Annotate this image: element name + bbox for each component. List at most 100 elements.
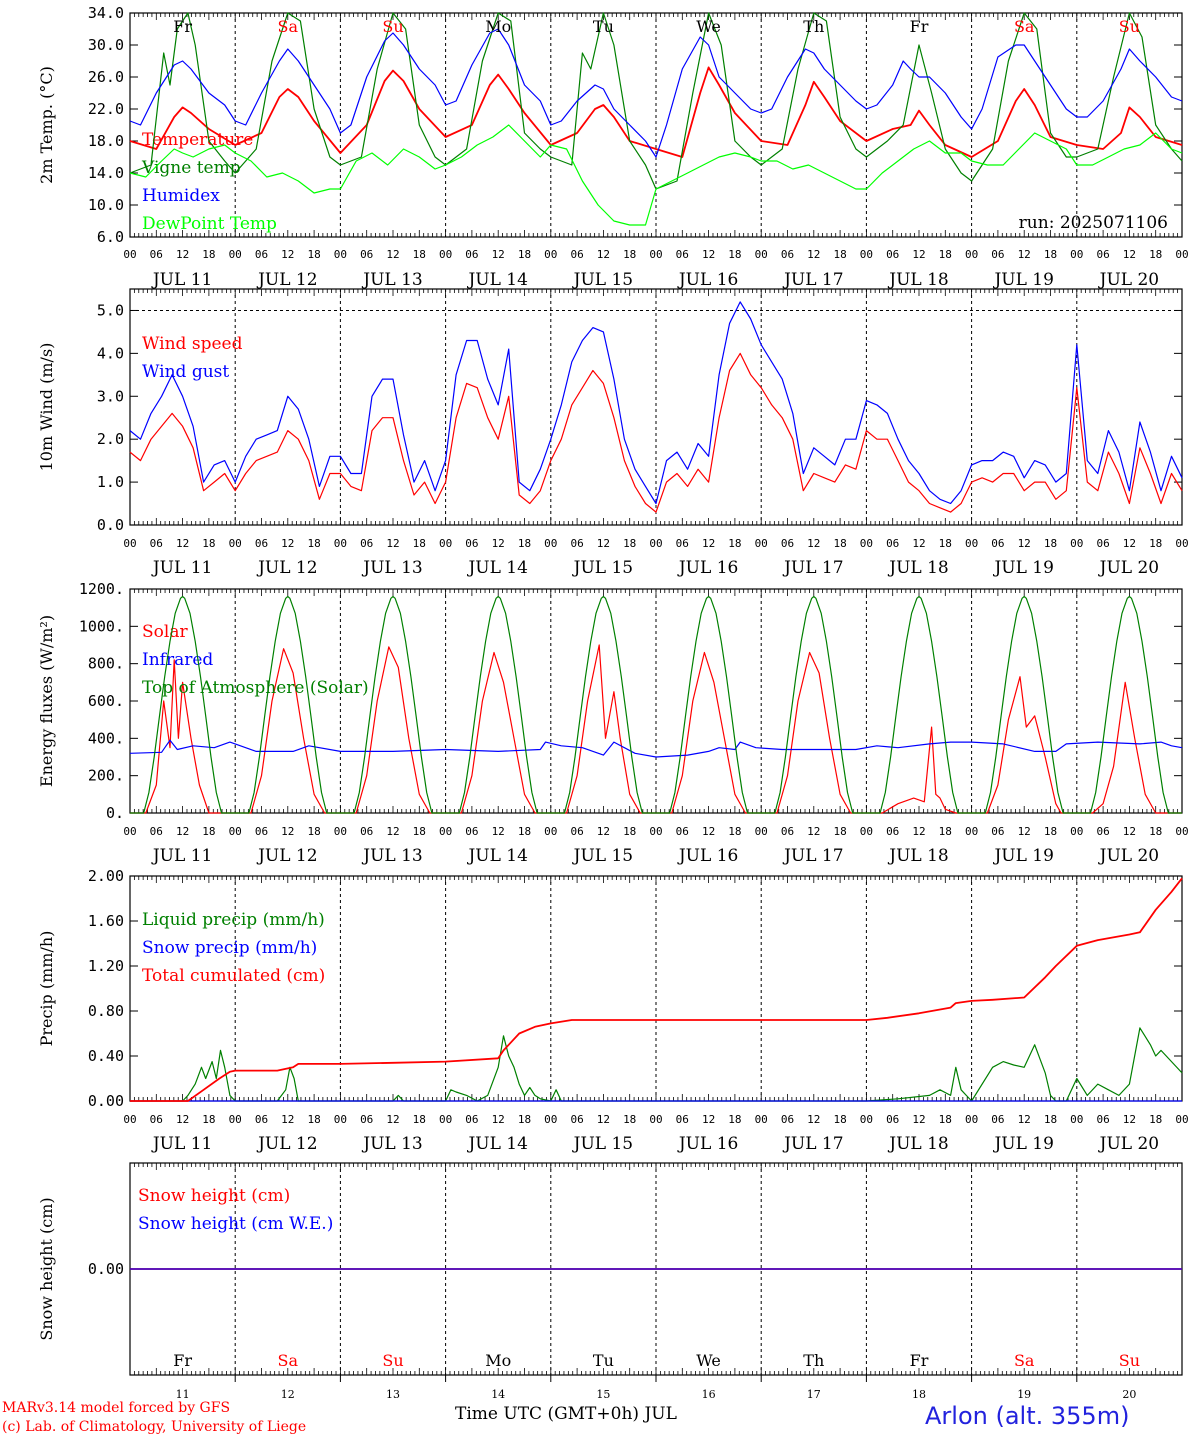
hour-label: 18	[518, 248, 531, 261]
series-temperature	[129, 66, 1183, 158]
y-axis-title: Precip (mm/h)	[37, 931, 56, 1047]
date-label: JUL 19	[992, 1134, 1053, 1154]
hour-label: 00	[860, 1113, 873, 1126]
legend-entry: Temperature	[142, 130, 253, 150]
hour-label: 06	[570, 537, 583, 550]
y-tick-label: 400.	[88, 729, 124, 747]
hour-label: 18	[728, 537, 741, 550]
hour-label: 06	[360, 248, 373, 261]
hour-label: 06	[465, 248, 478, 261]
y-tick-label: 1.0	[97, 473, 124, 491]
hour-label: 06	[255, 248, 268, 261]
hour-label: 12	[386, 1113, 399, 1126]
hour-label: 00	[860, 825, 873, 838]
hour-label: 18	[202, 537, 215, 550]
y-tick-label: 22.0	[88, 100, 124, 118]
y-tick-label: 34.0	[88, 4, 124, 22]
hour-label: 18	[1149, 537, 1162, 550]
hour-label: 18	[939, 537, 952, 550]
date-label: JUL 14	[466, 558, 527, 578]
date-label: JUL 13	[361, 846, 422, 866]
hour-label: 00	[123, 1113, 136, 1126]
hour-label: 12	[281, 537, 294, 550]
y-axis-title: 10m Wind (m/s)	[37, 343, 56, 472]
hour-label: 00	[1175, 1113, 1188, 1126]
hour-label: 18	[518, 1113, 531, 1126]
y-tick-label: 2.00	[88, 867, 124, 885]
hour-label: 12	[702, 825, 715, 838]
series-top-of-atmosphere-solar	[130, 595, 1182, 814]
date-label: JUL 11	[151, 1134, 212, 1154]
hour-label: 12	[492, 1113, 505, 1126]
hour-label: 12	[281, 1113, 294, 1126]
hour-label: 12	[386, 825, 399, 838]
hour-label: 12	[1123, 248, 1136, 261]
hour-label: 18	[833, 825, 846, 838]
day-name-top: Th	[803, 17, 824, 36]
y-tick-label: 600.	[88, 692, 124, 710]
date-label: JUL 19	[992, 846, 1053, 866]
y-tick-label: 1.60	[88, 912, 124, 930]
hour-label: 06	[570, 825, 583, 838]
date-label: JUL 20	[1098, 846, 1159, 866]
hour-label: 06	[781, 248, 794, 261]
hour-label: 00	[649, 825, 662, 838]
hour-label: 12	[176, 1113, 189, 1126]
xaxis-title: Time UTC (GMT+0h) JUL	[455, 1404, 677, 1424]
hour-label: 12	[176, 248, 189, 261]
hour-label: 18	[307, 1113, 320, 1126]
hour-label: 06	[1096, 248, 1109, 261]
hour-label: 18	[307, 537, 320, 550]
series-humidex	[129, 28, 1183, 158]
day-number: 18	[912, 1388, 926, 1401]
hour-label: 00	[1175, 537, 1188, 550]
hour-label: 00	[544, 1113, 557, 1126]
hour-label: 12	[807, 248, 820, 261]
day-name-bottom: We	[696, 1351, 721, 1370]
hour-label: 00	[123, 537, 136, 550]
date-label: JUL 15	[572, 558, 633, 578]
hour-label: 00	[334, 248, 347, 261]
hour-label: 00	[544, 248, 557, 261]
series-dewpoint-temp	[129, 124, 1183, 226]
y-tick-label: 10.0	[88, 196, 124, 214]
date-label: JUL 14	[466, 846, 527, 866]
hour-label: 12	[176, 537, 189, 550]
hour-label: 00	[755, 1113, 768, 1126]
hour-label: 00	[965, 537, 978, 550]
panel-1: 0.0 1.0 2.0 3.0 4.0 5.0 10m Wind (m/s) Wind spe…	[37, 288, 1189, 578]
hour-label: 00	[965, 825, 978, 838]
hour-label: 00	[123, 248, 136, 261]
hour-label: 18	[623, 825, 636, 838]
hour-label: 06	[150, 1113, 163, 1126]
hour-label: 06	[1096, 825, 1109, 838]
hour-label: 06	[676, 1113, 689, 1126]
date-label: JUL 13	[361, 270, 422, 290]
hour-label: 00	[334, 537, 347, 550]
hour-label: 12	[702, 248, 715, 261]
legend-entry: DewPoint Temp	[142, 214, 277, 234]
hour-label: 06	[255, 537, 268, 550]
hour-label: 06	[150, 248, 163, 261]
hour-label: 12	[1123, 1113, 1136, 1126]
hour-label: 00	[965, 248, 978, 261]
day-number: 11	[176, 1388, 190, 1401]
date-label: JUL 17	[782, 846, 843, 866]
hour-label: 00	[439, 248, 452, 261]
legend-entry: Wind gust	[142, 362, 229, 382]
hour-label: 18	[728, 248, 741, 261]
hour-label: 00	[439, 825, 452, 838]
hour-label: 06	[991, 537, 1004, 550]
hour-label: 12	[1018, 1113, 1031, 1126]
date-label: JUL 11	[151, 846, 212, 866]
date-label: JUL 16	[677, 846, 738, 866]
hour-label: 18	[413, 825, 426, 838]
hour-label: 18	[833, 537, 846, 550]
hour-label: 18	[728, 1113, 741, 1126]
hour-label: 18	[202, 825, 215, 838]
hour-label: 06	[465, 825, 478, 838]
series-wind-speed	[129, 352, 1183, 513]
hour-label: 12	[912, 537, 925, 550]
date-label: JUL 16	[677, 1134, 738, 1154]
date-label: JUL 12	[256, 846, 317, 866]
